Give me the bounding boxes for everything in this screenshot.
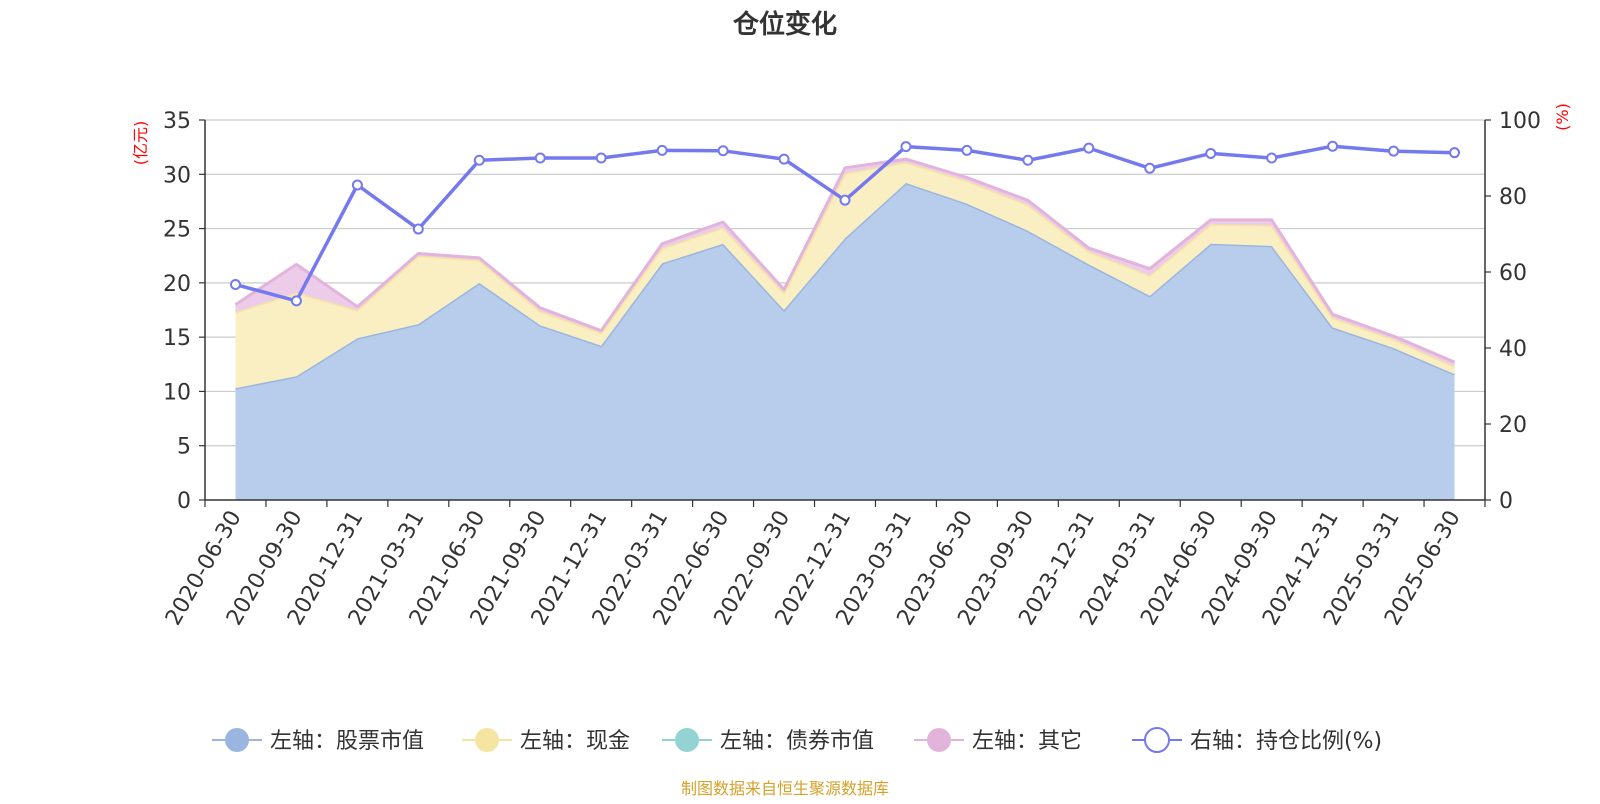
ratio-point	[1144, 162, 1156, 174]
legend-marker	[1144, 727, 1170, 753]
source-note: 制图数据来自恒生聚源数据库	[681, 779, 889, 798]
chart-title: 仓位变化	[732, 9, 837, 40]
ratio-point	[717, 145, 729, 157]
left-axis-tick-label: 25	[163, 218, 191, 243]
legend-label: 左轴：其它	[972, 729, 1082, 754]
right-axis-tick-label: 80	[1499, 185, 1527, 210]
legend: 左轴：股票市值 左轴：现金 左轴：债券市值 左轴：其它 右轴：持仓比例(%)	[212, 727, 1382, 754]
legend-label: 右轴：持仓比例(%)	[1190, 729, 1382, 754]
ratio-point	[595, 152, 607, 164]
legend-marker	[675, 728, 699, 752]
area-line-series-3	[234, 157, 1456, 364]
left-axis-tick-label: 35	[163, 109, 191, 134]
area-fill-series-1	[235, 162, 1455, 389]
left-axis-tick-label: 15	[163, 326, 191, 351]
left-axis-unit: (亿元)	[131, 121, 150, 166]
right-axis-tick-label: 60	[1499, 261, 1527, 286]
ratio-point	[1449, 147, 1461, 159]
ratio-point	[412, 223, 424, 235]
ratio-point	[1022, 154, 1034, 166]
left-axis-tick-label: 30	[163, 163, 191, 188]
left-axis-tick-label: 5	[177, 435, 191, 460]
ratio-point	[351, 179, 363, 191]
legend-label: 左轴：现金	[520, 729, 630, 754]
right-axis-tick-label: 0	[1499, 489, 1513, 514]
ratio-point	[1083, 142, 1095, 154]
ratio-point	[1266, 152, 1278, 164]
ratio-point	[473, 154, 485, 166]
right-axis-unit: (%)	[1553, 103, 1572, 131]
legend-marker	[225, 728, 249, 752]
legend-label: 左轴：债券市值	[720, 729, 874, 754]
ratio-point	[290, 295, 302, 307]
ratio-point	[1327, 140, 1339, 152]
position-ratio-line	[229, 140, 1461, 307]
stacked-areas	[234, 157, 1456, 500]
left-axis-tick-label: 0	[177, 489, 191, 514]
ratio-point	[534, 152, 546, 164]
right-axis-tick-label: 40	[1499, 337, 1527, 362]
ratio-point	[961, 144, 973, 156]
ratio-point	[656, 144, 668, 156]
area-fill-series-0	[235, 183, 1455, 500]
left-axis-tick-label: 20	[163, 272, 191, 297]
ratio-point	[1388, 145, 1400, 157]
ratio-point	[229, 279, 241, 291]
right-axis-tick-label: 20	[1499, 413, 1527, 438]
ratio-point	[839, 194, 851, 206]
ratio-point	[778, 153, 790, 165]
ratio-point	[900, 141, 912, 153]
legend-label: 左轴：股票市值	[270, 729, 424, 754]
legend-marker	[927, 728, 951, 752]
left-axis-tick-label: 10	[163, 380, 191, 405]
ratio-point	[1205, 147, 1217, 159]
right-axis-tick-label: 100	[1499, 109, 1541, 134]
legend-marker	[475, 728, 499, 752]
